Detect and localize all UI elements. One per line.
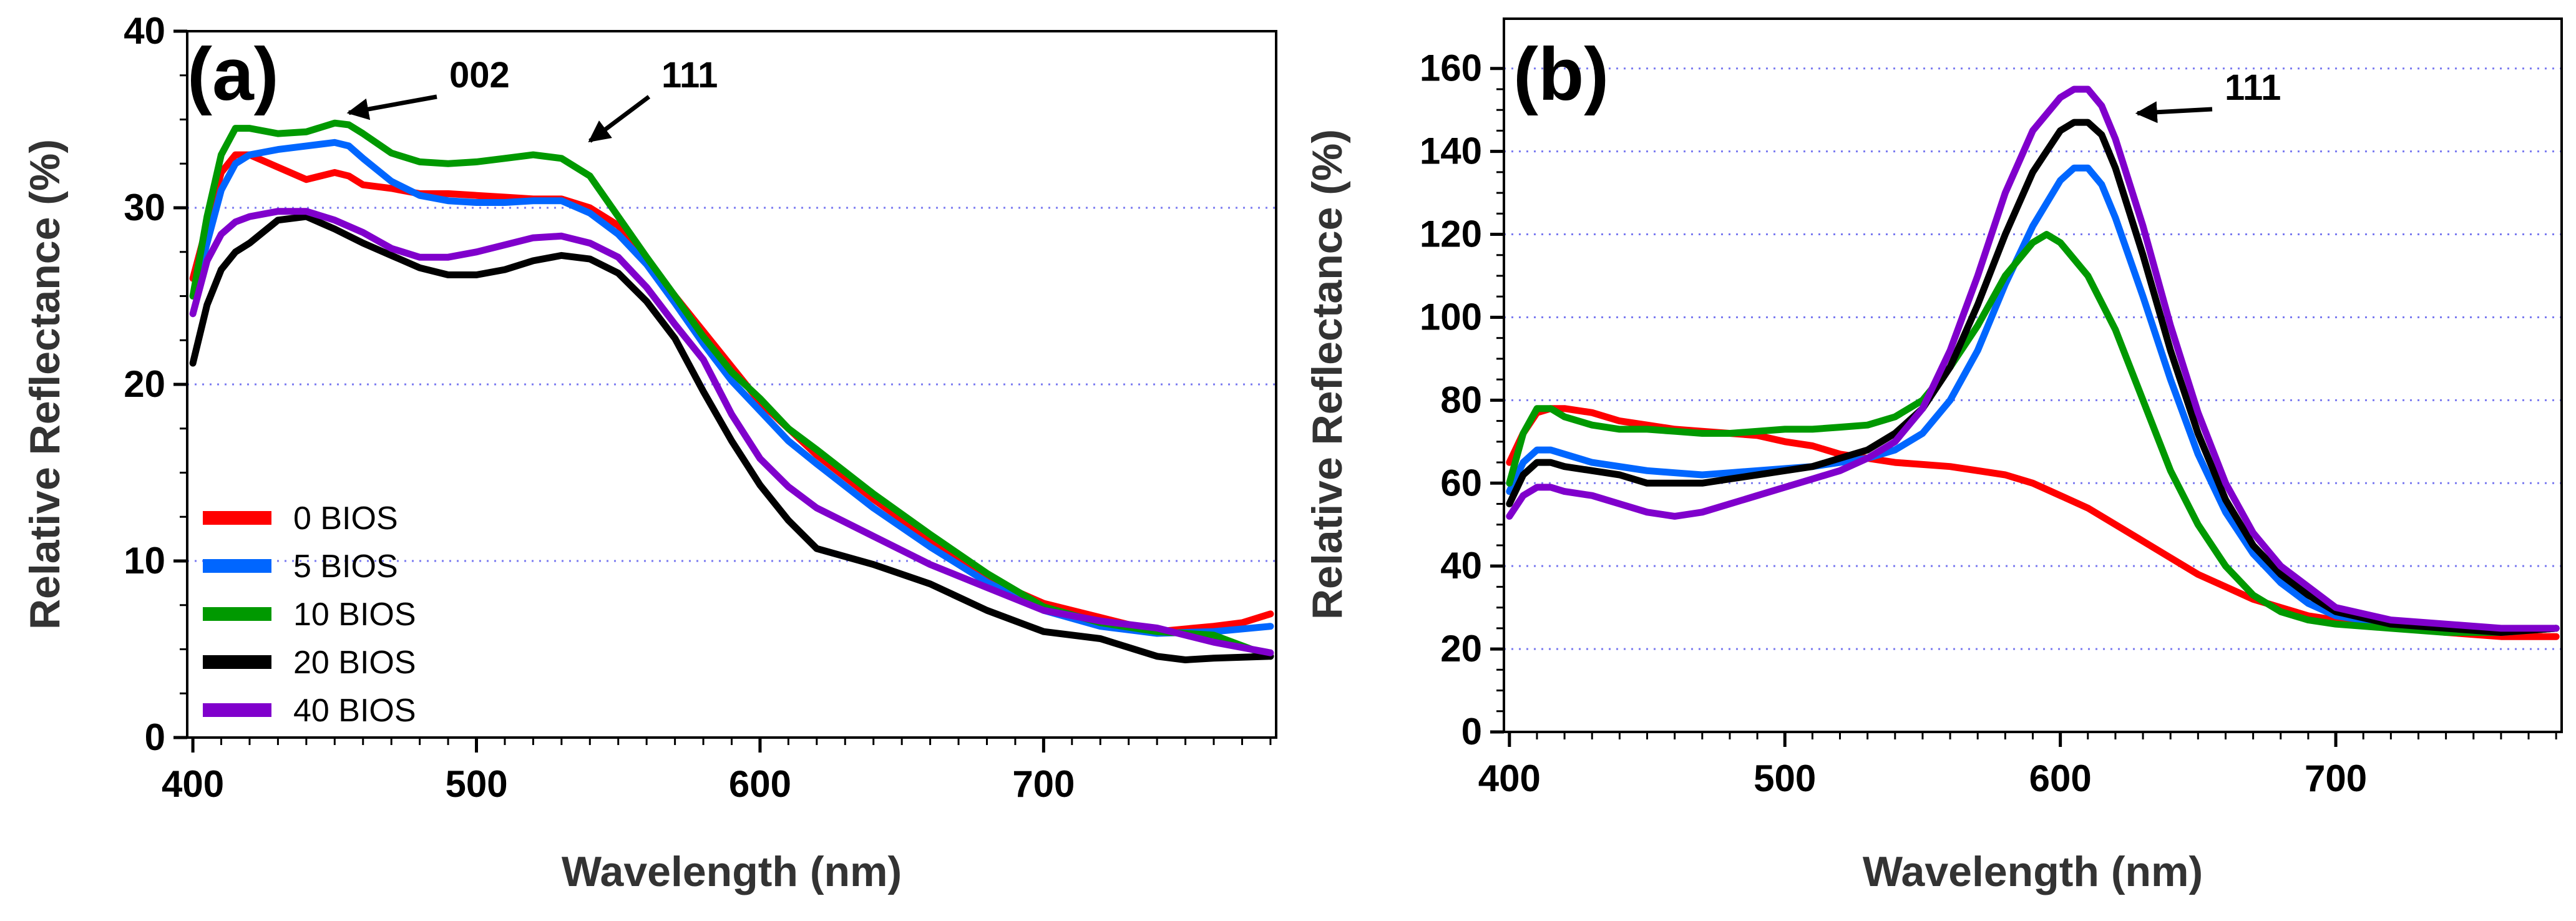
- series-line-10-bios: [189, 119, 1274, 660]
- y-tick-label: 0: [145, 716, 165, 758]
- series-line-5-bios: [189, 139, 1274, 637]
- y-tick-label: 160: [1420, 47, 1482, 89]
- annotation-label: 111: [2225, 67, 2281, 108]
- y-tick-label: 60: [1440, 462, 1482, 504]
- y-tick-label: 80: [1440, 379, 1482, 421]
- legend-label: 5 BIOS: [293, 548, 398, 585]
- series-line-20-bios: [189, 213, 1274, 663]
- x-tick-label: 700: [1012, 763, 1075, 805]
- series-line-10-bios: [1506, 231, 2560, 636]
- annotation-label: 111: [661, 55, 718, 95]
- y-tick-label: 40: [1440, 545, 1482, 587]
- y-axis-title: Relative Reflectance (%): [1304, 129, 1351, 620]
- chart-panel-b: 0 20 40 60 80 100 120 140 160 400 500 600 700 Wavelen…: [1304, 17, 2563, 895]
- x-tick-label: 600: [729, 763, 791, 805]
- y-tick-label: 20: [124, 363, 165, 405]
- y-tick-label: 20: [1440, 628, 1482, 670]
- y-tick-label: 120: [1420, 213, 1482, 255]
- x-axis-title: Wavelength (nm): [562, 848, 902, 895]
- series-line-0-bios: [1506, 405, 2560, 640]
- legend-label: 0 BIOS: [293, 500, 398, 537]
- panel-label: (b): [1513, 32, 1609, 116]
- legend-label: 20 BIOS: [293, 645, 416, 681]
- legend-label: 10 BIOS: [293, 597, 416, 633]
- x-axis-title: Wavelength (nm): [1863, 848, 2203, 895]
- annotation-arrow: [346, 94, 437, 120]
- chart-panel-a: 0 10 20 30 40 400 500 600 700 Wavelength (nm) Rela…: [21, 10, 1277, 895]
- legend-label: 40 BIOS: [293, 693, 416, 729]
- series-line-40-bios: [1506, 85, 2560, 632]
- y-tick-label: 100: [1420, 296, 1482, 338]
- x-tick-label: 600: [2029, 758, 2092, 799]
- x-tick-label: 400: [162, 763, 224, 805]
- y-tick-label: 30: [124, 187, 165, 228]
- panel-label: (a): [187, 32, 279, 116]
- y-tick-label: 0: [1461, 711, 1482, 753]
- x-tick-label: 400: [1478, 758, 1541, 799]
- annotation-arrow: [2135, 101, 2213, 124]
- y-axis-title: Relative Reflectance (%): [21, 139, 69, 630]
- x-tick-label: 500: [1754, 758, 1816, 799]
- y-tick-label: 10: [124, 540, 165, 582]
- x-tick-label: 500: [445, 763, 507, 805]
- series-line-20-bios: [1506, 119, 2560, 636]
- y-tick-label: 140: [1420, 130, 1482, 172]
- annotation-arrow: [588, 95, 651, 143]
- x-tick-label: 700: [2305, 758, 2367, 799]
- annotation-label: 002: [449, 55, 510, 95]
- series-line-5-bios: [1506, 164, 2560, 636]
- y-tick-label: 40: [124, 10, 165, 52]
- series-line-40-bios: [189, 208, 1274, 656]
